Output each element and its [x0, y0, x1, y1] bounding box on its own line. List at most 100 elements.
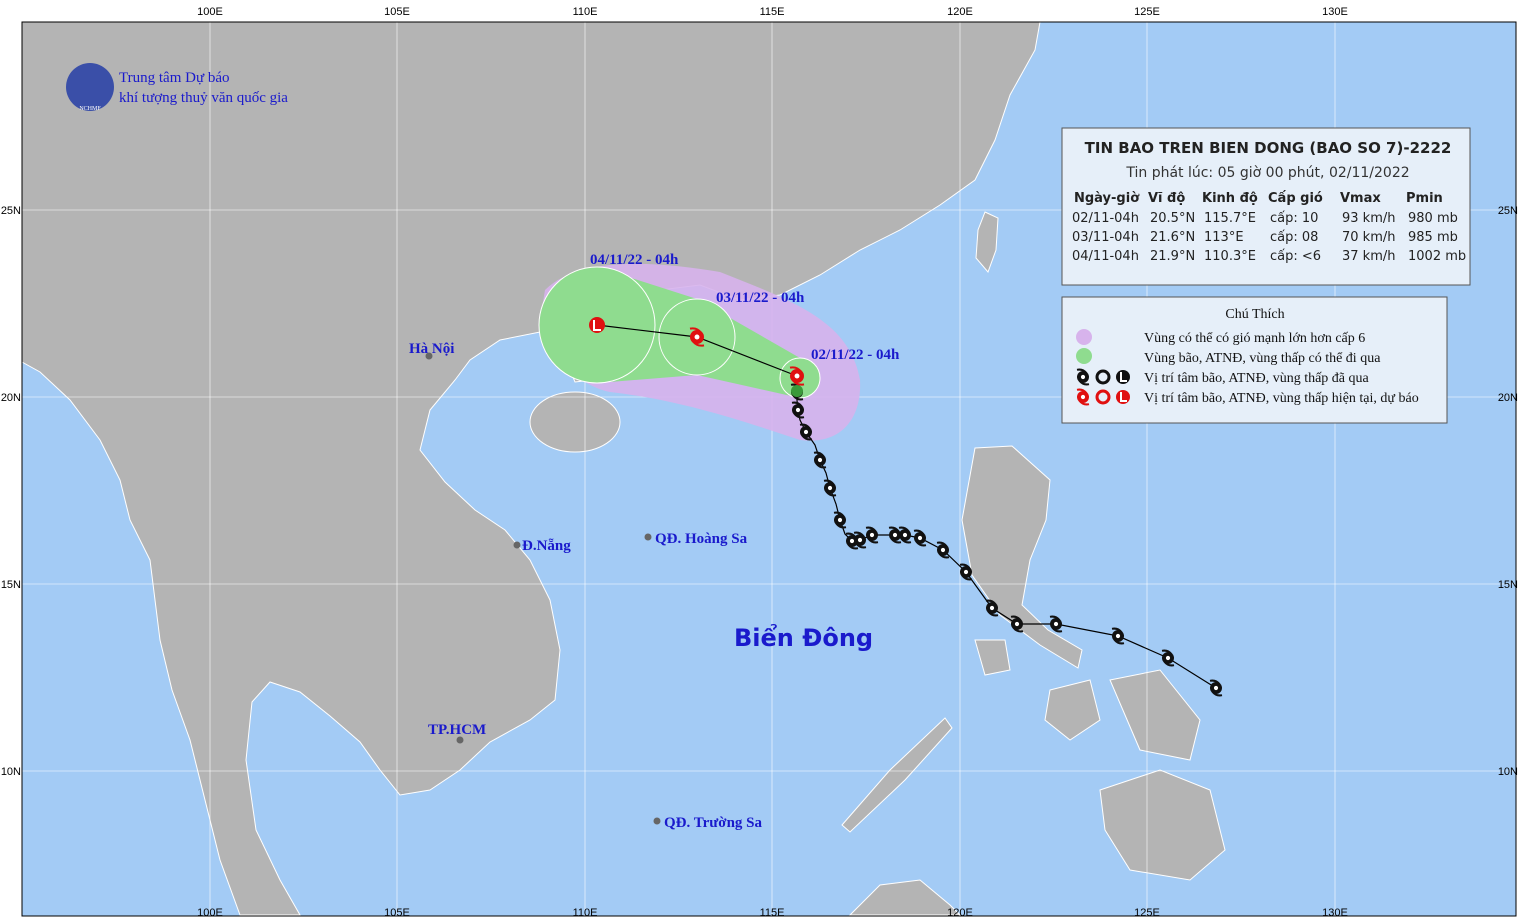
table-cell: 02/11-04h [1072, 211, 1139, 226]
storm-symbol [913, 529, 927, 547]
table-cell: cấp: <6 [1270, 249, 1321, 264]
table-cell: 04/11-04h [1072, 249, 1139, 264]
storm-symbol [1161, 649, 1175, 667]
place: QĐ. Trường Sa [664, 815, 763, 831]
legend-symbol [1120, 372, 1127, 382]
storm-eye [963, 569, 969, 575]
city-dot [456, 736, 464, 744]
lon-label: 100E [197, 907, 223, 919]
place: TP.HCM [428, 722, 486, 738]
sea-label: Biển Đông [734, 622, 873, 652]
storm-symbol [823, 479, 837, 497]
legend-item: Vùng có thể có gió mạnh lớn hơn cấp 6 [1144, 331, 1365, 346]
storm-symbol [865, 526, 879, 544]
axes: 100E 100E 105E 105E 110E 110E 115E 115E 120E 120E… [1, 6, 1518, 919]
storm-eye [1014, 621, 1020, 627]
lat-label: 25N [1498, 205, 1518, 217]
storm-symbol [789, 366, 805, 386]
storm-symbol [791, 401, 805, 419]
storm-eye [940, 547, 946, 553]
table-cell: cấp: 08 [1270, 230, 1318, 245]
lat-label: 10N [1498, 766, 1518, 778]
table-header: Vmax [1340, 191, 1381, 206]
place: Đ.Nẵng [522, 538, 571, 554]
city-dot [425, 352, 433, 360]
storm-symbol [1209, 679, 1223, 697]
table-header: Cấp gió [1268, 191, 1323, 206]
storm-symbol [791, 385, 803, 397]
track-label: 03/11/22 - 04h [716, 290, 805, 306]
lat-label: 15N [1, 579, 21, 591]
lon-label: 125E [1134, 907, 1160, 919]
storm-symbol [833, 511, 847, 529]
legend-swatch [1076, 348, 1092, 364]
place: Hà Nội [409, 341, 454, 357]
track-label: 02/11/22 - 04h [811, 347, 900, 363]
storm-eye [694, 334, 700, 340]
legend-symbol [1095, 369, 1111, 385]
table-header: Vĩ độ [1148, 191, 1185, 206]
storm-symbol [813, 451, 827, 469]
table-cell: cấp: 10 [1270, 211, 1318, 226]
table-cell: 93 km/h [1342, 211, 1396, 226]
legend-item: Vị trí tâm bão, ATNĐ, vùng thấp hiện tại… [1144, 391, 1419, 406]
storm-symbol [1010, 615, 1024, 633]
storm-eye [1115, 633, 1121, 639]
lon-label: 125E [1134, 6, 1160, 18]
legend-title: Chú Thích [1225, 307, 1284, 322]
table-cell: 03/11-04h [1072, 230, 1139, 245]
storm-eye [902, 532, 908, 538]
storm-symbol [845, 532, 859, 550]
table-header: Kinh độ [1202, 191, 1258, 206]
bulletin-title: TIN BAO TREN BIEN DONG (BAO SO 7)-2222 [1085, 139, 1452, 157]
table-cell: 1002 mb [1408, 249, 1466, 264]
storm-eye [892, 532, 898, 538]
lat-label: 15N [1498, 579, 1518, 591]
table-cell: 37 km/h [1342, 249, 1396, 264]
lon-label: 105E [384, 6, 410, 18]
place: QĐ. Hoàng Sa [655, 531, 748, 547]
lon-label: 105E [384, 907, 410, 919]
storm-symbol [959, 563, 973, 581]
lat-label: 10N [1, 766, 21, 778]
table-cell: 20.5°N [1150, 211, 1195, 226]
city-dot [653, 817, 661, 825]
low-letter [593, 320, 601, 331]
labels: 04/11/22 - 04h 03/11/22 - 04h 02/11/22 -… [409, 252, 900, 831]
legend-item: Vị trí tâm bão, ATNĐ, vùng thấp đã qua [1144, 371, 1370, 386]
storm-symbol [689, 327, 705, 347]
logo-line: Trung tâm Dự báo [119, 70, 230, 86]
storm-symbol [936, 541, 950, 559]
storm-eye [1080, 394, 1086, 400]
storm-eye [989, 605, 995, 611]
logo-line: khí tượng thuỷ văn quốc gia [119, 90, 288, 106]
table-cell: 110.3°E [1204, 249, 1256, 264]
logo-badge: NCHMF [79, 106, 101, 112]
storm-symbol [888, 526, 902, 544]
lat-label: 20N [1498, 392, 1518, 404]
lon-label: 130E [1322, 6, 1348, 18]
lat-label: 20N [1, 392, 21, 404]
legend-item: Vùng bão, ATNĐ, vùng thấp có thể đi qua [1144, 351, 1381, 366]
lon-label: 120E [947, 907, 973, 919]
storm-symbol [1076, 368, 1090, 386]
lon-label: 110E [573, 907, 598, 919]
storm-eye [837, 517, 843, 523]
storm-symbol [853, 531, 867, 549]
lon-label: 110E [573, 6, 598, 18]
storm-track [589, 317, 1223, 697]
storm-eye [1080, 374, 1086, 380]
graticule [22, 22, 1516, 916]
table-cell: 980 mb [1408, 211, 1458, 226]
storm-eye [1165, 655, 1171, 661]
logo: NCHMF Trung tâm Dự báo khí tượng thuỷ vă… [66, 63, 288, 112]
table-header: Pmin [1406, 191, 1443, 206]
storm-eye [917, 535, 923, 541]
lon-label: 115E [760, 6, 785, 18]
lat-label: 25N [1, 205, 21, 217]
storm-eye [869, 532, 875, 538]
lon-label: 100E [197, 6, 223, 18]
storm-eye [827, 485, 833, 491]
